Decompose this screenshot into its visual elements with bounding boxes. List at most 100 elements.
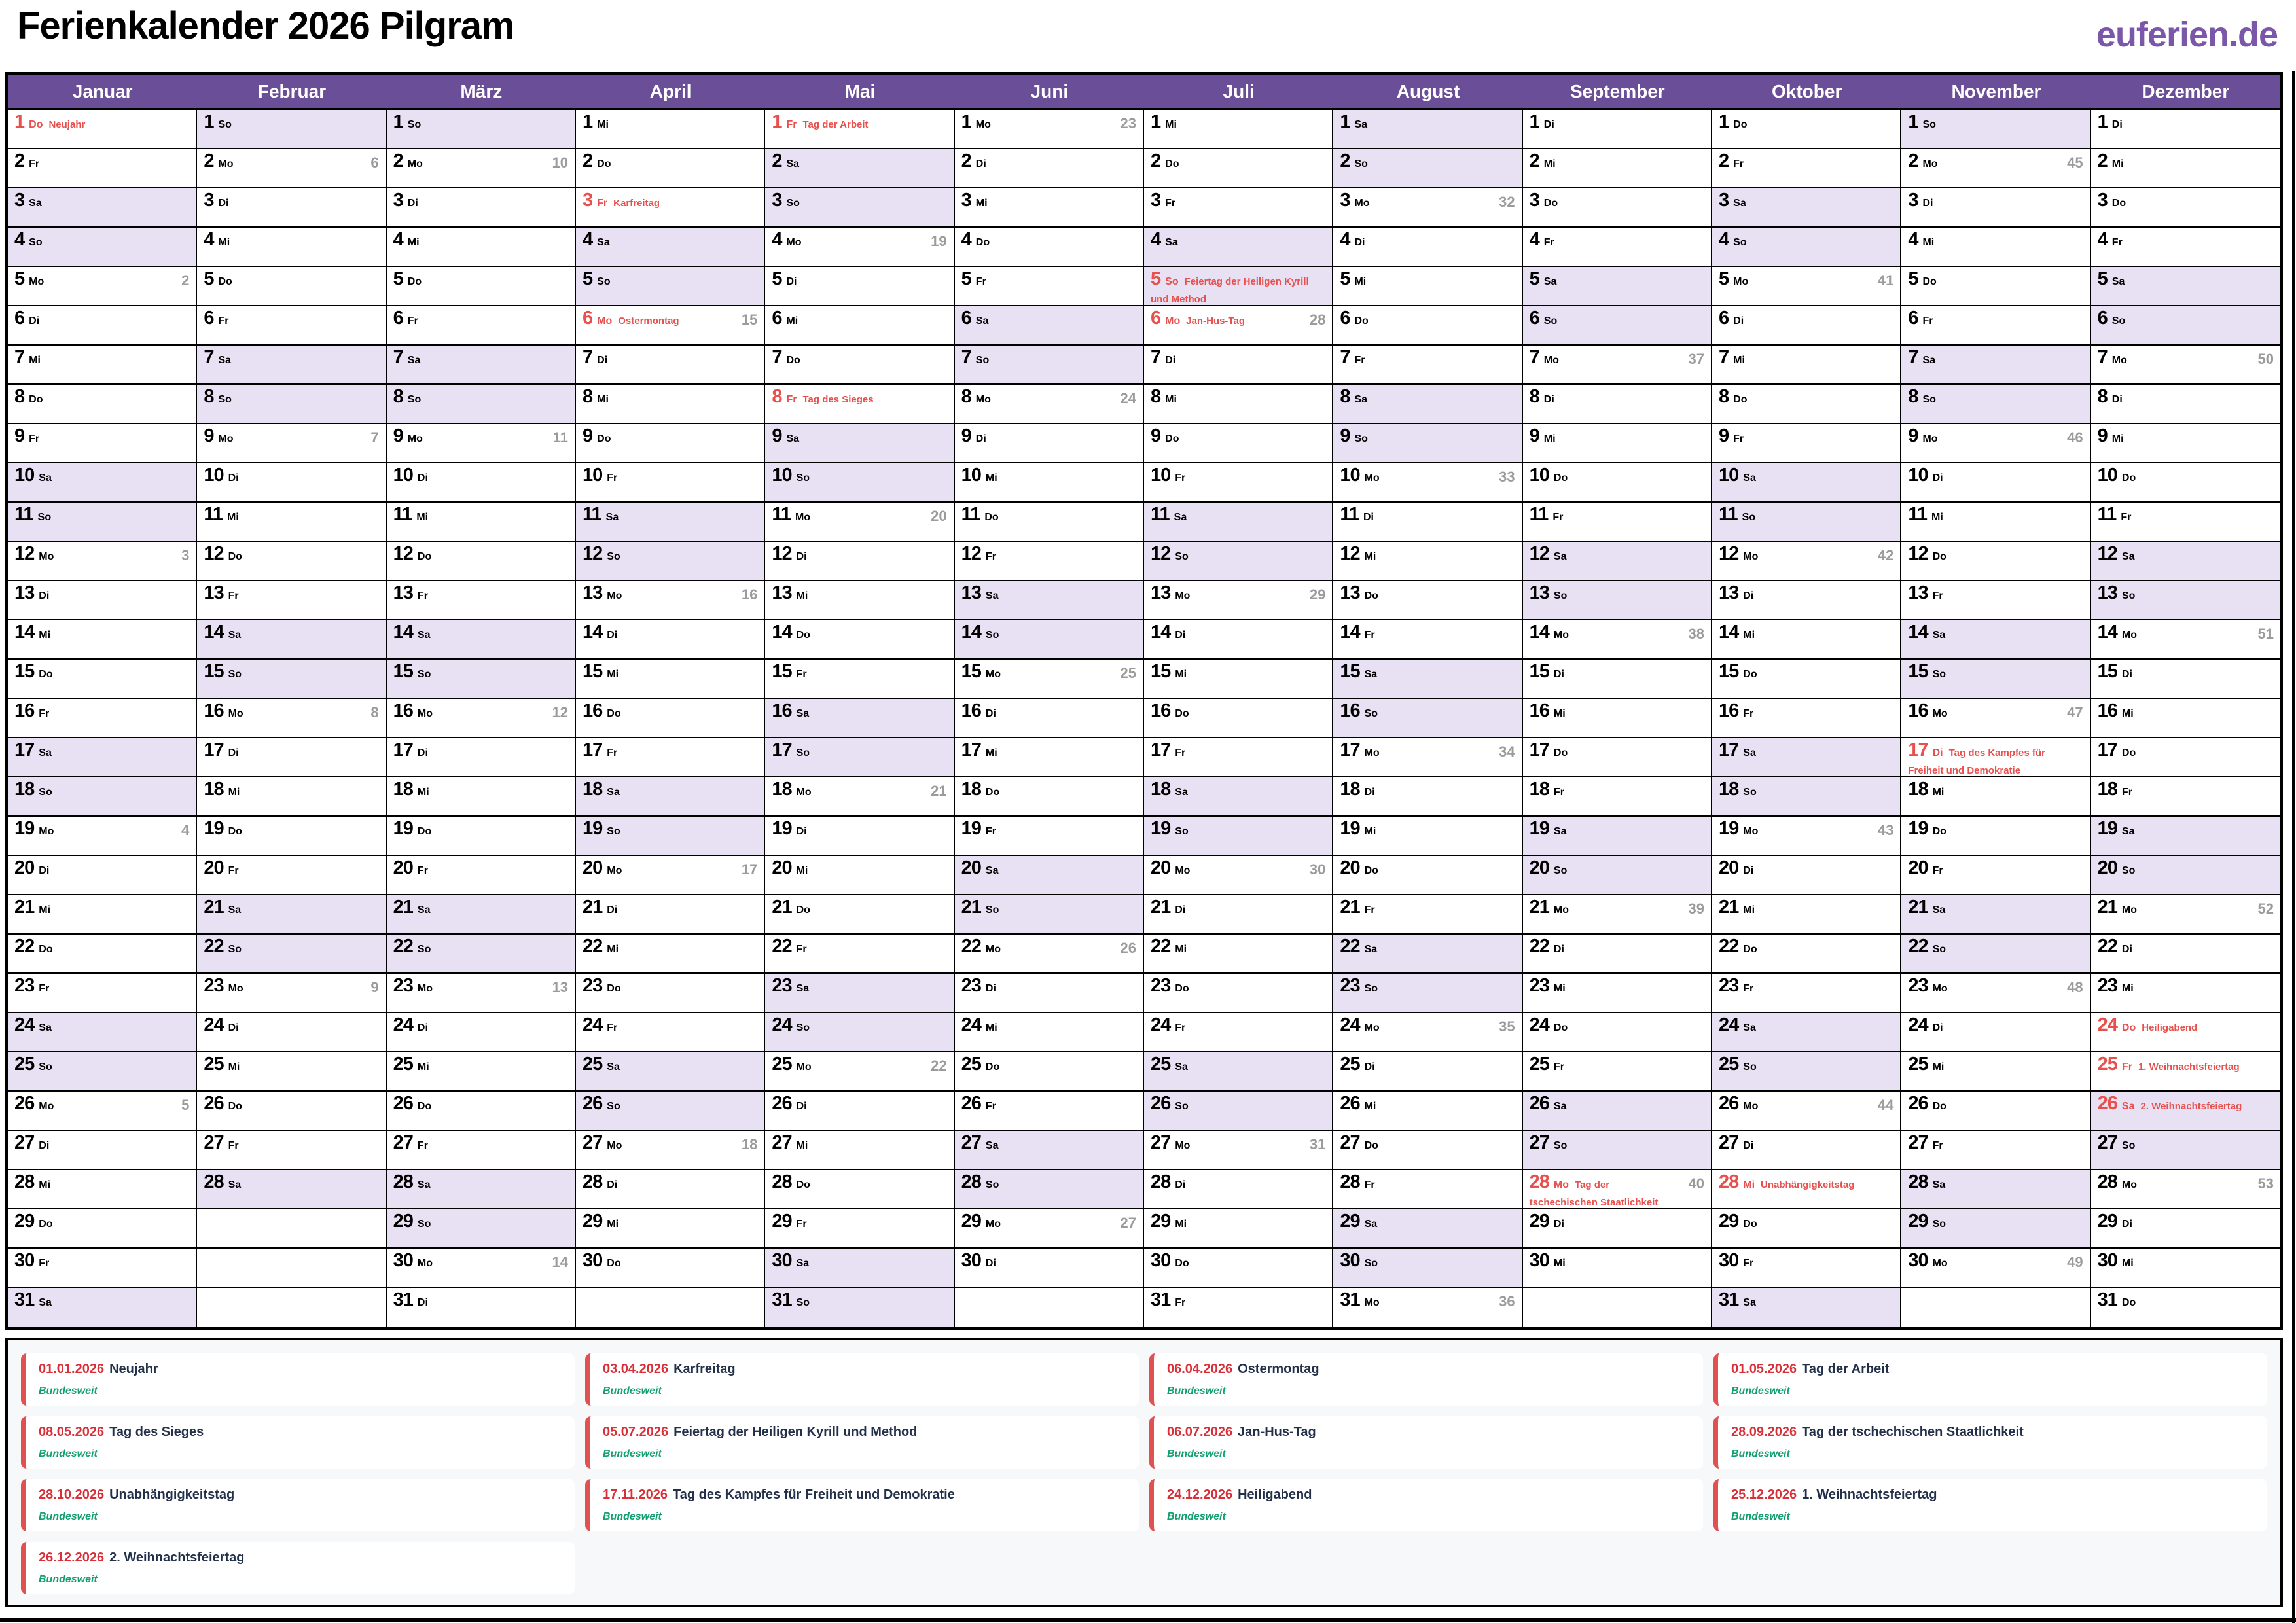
holiday-card-line: 28.09.2026 Tag der tschechischen Staatlic…: [1731, 1425, 2254, 1440]
weekday-label: Sa: [786, 158, 800, 169]
weekday-label: Fr: [607, 1022, 618, 1033]
day-number: 23: [1908, 975, 1928, 996]
empty-cell: [1901, 1288, 2091, 1327]
day-number: 28: [14, 1171, 35, 1192]
weekday-label: Di: [1363, 512, 1374, 523]
day-number: 19: [14, 818, 35, 839]
day-cell: 9 Mi: [2090, 424, 2280, 463]
day-number: 11: [1340, 504, 1359, 525]
day-cell: 15 So: [386, 660, 576, 699]
weekday-label: Fr: [417, 1140, 428, 1151]
day-cell: 29 Fr: [765, 1209, 955, 1249]
day-number: 16: [1719, 700, 1739, 721]
day-number: 20: [204, 857, 224, 878]
day-number: 28: [772, 1171, 792, 1192]
day-cell: 7 Fr: [1333, 346, 1523, 385]
weekday-label: Sa: [218, 355, 232, 366]
day-number: 17: [204, 740, 224, 760]
weekday-label: Mo: [1553, 630, 1570, 641]
day-cell: 8 So: [386, 385, 576, 424]
day-number: 1: [1340, 111, 1350, 132]
day-cell: 14 Mi: [1712, 620, 1902, 660]
day-number: 14: [961, 622, 982, 643]
day-cell: 25 Sa: [1144, 1052, 1334, 1092]
weekday-label: Sa: [1743, 473, 1756, 484]
day-number: 9: [1908, 425, 1918, 446]
day-number: 23: [1529, 975, 1550, 996]
week-number: 49: [2067, 1254, 2083, 1270]
week-number: 28: [1309, 312, 1326, 328]
day-number: 14: [1719, 622, 1739, 643]
day-cell: 9 Do: [1144, 424, 1334, 463]
day-number: 9: [583, 425, 593, 446]
day-cell: 18 Fr: [2090, 777, 2280, 817]
day-number: 10: [393, 465, 414, 486]
weekday-label: Di: [786, 276, 797, 287]
day-number: 18: [772, 779, 792, 800]
day-number: 19: [1529, 818, 1550, 839]
day-cell: 26 Sa: [1522, 1092, 1712, 1131]
day-cell: 19 Mo 43: [1712, 817, 1902, 856]
weekday-label: Fr: [1364, 1179, 1375, 1190]
weekday-label: Fr: [1175, 1022, 1186, 1033]
weekday-label: Mo: [228, 983, 243, 994]
day-cell: 16 Sa: [765, 699, 955, 738]
weekday-label: Mo: [1932, 708, 1948, 719]
day-number: 22: [1908, 936, 1928, 957]
weekday-label: Mi: [29, 355, 41, 366]
day-cell: 9 So: [1333, 424, 1523, 463]
weekday-label: Sa: [2111, 276, 2125, 287]
holiday-name: Unabhängigkeitstag: [109, 1488, 235, 1502]
day-cell: 30 Di: [954, 1249, 1144, 1288]
weekday-label: So: [796, 1022, 810, 1033]
day-cell: 3 So: [765, 188, 955, 228]
weekday-label: Sa: [1543, 276, 1557, 287]
weekday-label: Fr: [417, 865, 428, 876]
day-cell: 19 So: [576, 817, 766, 856]
day-cell: 1 So: [197, 110, 387, 149]
day-number: 21: [1529, 897, 1550, 918]
weekday-label: Mi: [1364, 826, 1376, 837]
day-cell: 10 Do: [2090, 463, 2280, 503]
day-number: 25: [1340, 1054, 1360, 1075]
day-cell: 8 Di: [2090, 385, 2280, 424]
weekday-label: Do: [1743, 944, 1757, 955]
day-number: 25: [1151, 1054, 1171, 1075]
day-number: 16: [583, 700, 603, 721]
day-cell: 4 Fr: [2090, 228, 2280, 267]
week-number: 41: [1877, 272, 1894, 289]
weekday-label: Do: [1733, 119, 1748, 130]
day-number: 5: [772, 268, 782, 289]
weekday-label: Do: [228, 551, 242, 562]
day-cell: 23 Do: [576, 974, 766, 1013]
day-number: 31: [393, 1289, 414, 1310]
day-number: 23: [204, 975, 224, 996]
day-cell: 23 Mo 9: [197, 974, 387, 1013]
weekday-label: So: [1553, 1140, 1568, 1151]
weekday-label: So: [39, 1061, 52, 1073]
day-cell: 14 Sa: [386, 620, 576, 660]
day-cell: 29 Di: [1522, 1209, 1712, 1249]
day-number: 26: [1340, 1093, 1360, 1114]
weekday-label: Do: [597, 433, 611, 444]
weekday-label: Sa: [1364, 669, 1378, 680]
day-cell: 8 Sa: [1333, 385, 1523, 424]
day-cell: 21 Mi: [8, 895, 198, 935]
day-number: 21: [1340, 897, 1360, 918]
weekday-label: So: [407, 394, 422, 405]
weekday-label: Fr: [228, 1140, 239, 1151]
day-cell: 17 Di: [197, 738, 387, 777]
week-number: 2: [181, 272, 190, 289]
holiday-name: Feiertag der Heiligen Kyrill und Method: [673, 1425, 918, 1439]
day-number: 31: [2097, 1289, 2118, 1310]
weekday-label: Mo: [796, 787, 812, 798]
day-number: 10: [1151, 465, 1171, 486]
weekday-label: So: [1553, 590, 1568, 601]
day-number: 4: [14, 229, 25, 250]
day-number: 2: [772, 151, 782, 171]
day-number: 9: [1529, 425, 1540, 446]
holiday-date: 03.04.2026: [603, 1362, 669, 1376]
day-cell: 3 Fr: [1144, 188, 1334, 228]
day-number: 28: [2097, 1171, 2118, 1192]
day-number: 17: [1151, 740, 1171, 760]
